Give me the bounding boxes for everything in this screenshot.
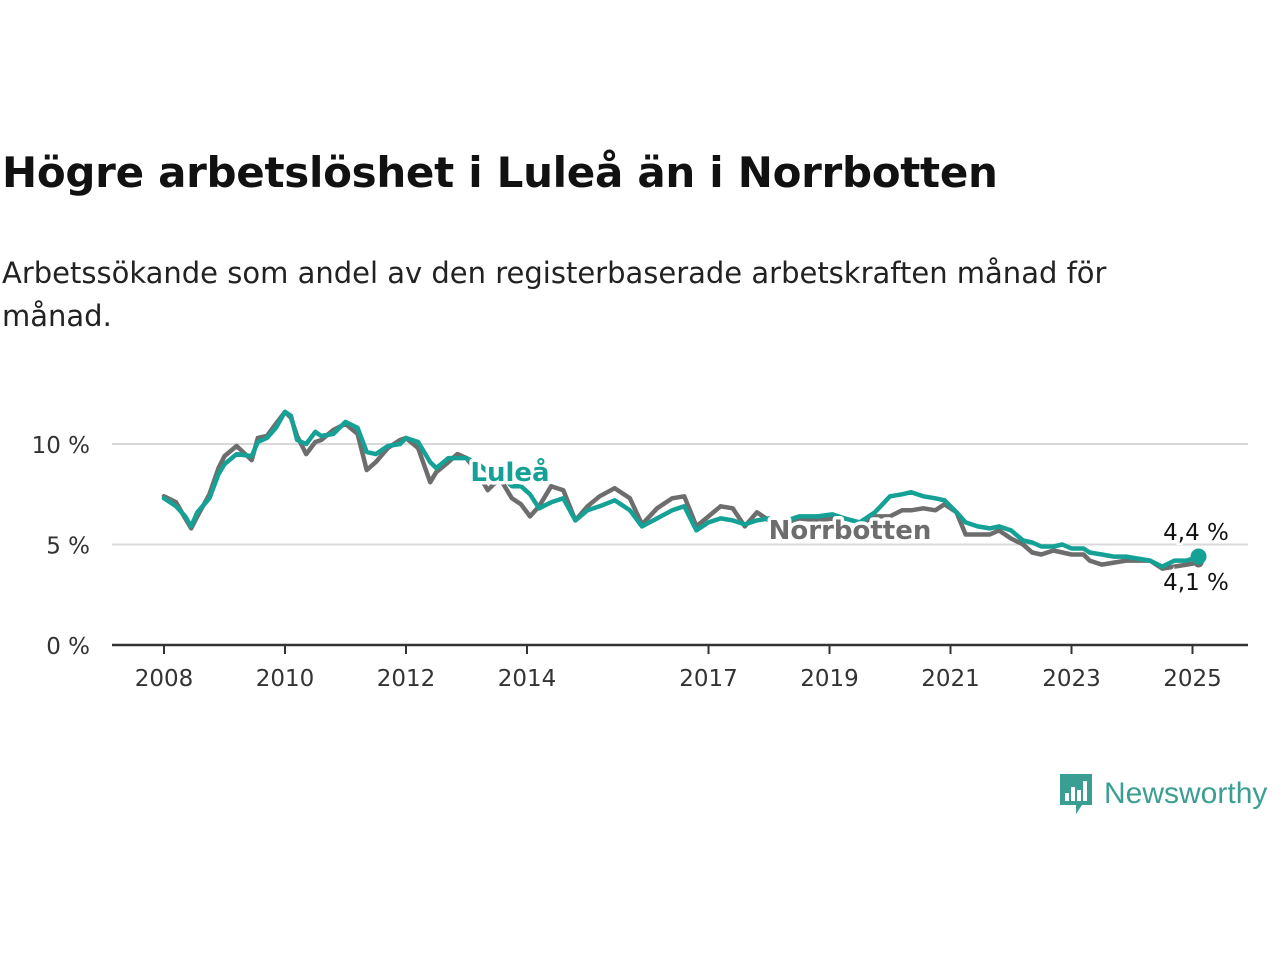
x-axis: 2008 2010 2012 2014 2017 2019 2021 2023 2025 bbox=[112, 643, 1248, 692]
series-label-norrbotten: Norrbotten bbox=[769, 516, 932, 546]
y-tick-label: 5 % bbox=[46, 534, 90, 560]
end-point-lulea bbox=[1190, 548, 1207, 565]
x-tick-label: 2014 bbox=[498, 666, 557, 692]
x-tick-label: 2023 bbox=[1042, 666, 1101, 692]
x-tick-label: 2012 bbox=[377, 666, 436, 692]
line-chart: 2008 2010 2012 2014 2017 2019 2021 2023 2025 0 %… bbox=[32, 409, 1248, 692]
series-lines bbox=[161, 409, 1207, 571]
series-line-lulea bbox=[161, 409, 1201, 569]
x-tick-label: 2008 bbox=[135, 666, 194, 692]
series-line-norrbotten bbox=[161, 409, 1201, 571]
brand-name: Newsworthy bbox=[1104, 777, 1268, 810]
y-tick-label: 0 % bbox=[46, 634, 90, 660]
chart-title: Högre arbetslöshet i Luleå än i Norrbott… bbox=[2, 148, 998, 197]
gridlines bbox=[112, 443, 1248, 546]
brand-logo[interactable]: Newsworthy bbox=[1058, 772, 1267, 816]
chart-subtitle: Arbetssökande som andel av den registerb… bbox=[2, 256, 1107, 333]
x-tick-label: 2021 bbox=[921, 666, 980, 692]
x-tick-label: 2010 bbox=[256, 666, 315, 692]
x-tick-label: 2025 bbox=[1163, 666, 1222, 692]
y-axis-ticks: 0 % 5 % 10 % bbox=[32, 433, 90, 660]
y-tick-label: 10 % bbox=[32, 433, 90, 459]
newsworthy-logo-icon bbox=[1060, 774, 1092, 814]
end-label-norrbotten: 4,1 % bbox=[1163, 570, 1229, 596]
series-label-lulea: Luleå bbox=[470, 456, 549, 488]
x-tick-label: 2017 bbox=[679, 666, 738, 692]
end-label-lulea: 4,4 % bbox=[1163, 520, 1229, 546]
series-labels: Luleå Norrbotten 4,4 % 4,1 % bbox=[467, 453, 1231, 599]
x-tick-label: 2019 bbox=[800, 666, 859, 692]
